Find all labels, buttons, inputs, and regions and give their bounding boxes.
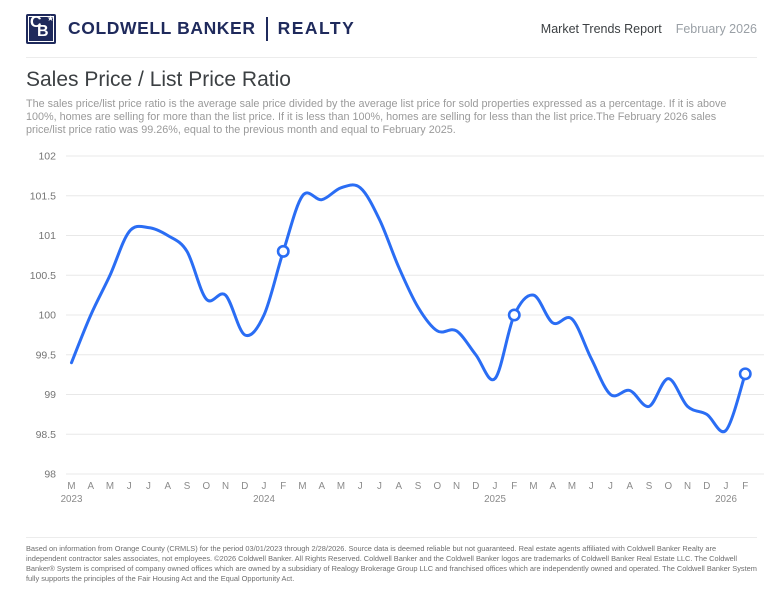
report-type-label: Market Trends Report bbox=[540, 21, 662, 36]
x-axis-year-label: 2025 bbox=[484, 494, 506, 505]
x-axis-month-label: F bbox=[742, 481, 748, 492]
chart-description: The sales price/list price ratio is the … bbox=[26, 98, 727, 136]
y-axis-tick-label: 102 bbox=[38, 151, 56, 163]
y-axis-tick-label: 98.5 bbox=[36, 429, 57, 441]
report-period-label: February 2026 bbox=[675, 21, 757, 36]
cb-monogram-icon: C B ★ bbox=[26, 13, 56, 44]
y-axis-tick-label: 100 bbox=[38, 310, 56, 322]
report-header: C B ★ COLDWELL BANKER REALTY Market Tren… bbox=[26, 0, 757, 58]
x-axis-month-label: M bbox=[568, 481, 576, 492]
x-axis-month-label: M bbox=[298, 481, 306, 492]
x-axis-month-label: M bbox=[529, 481, 537, 492]
brand-realty-label: REALTY bbox=[277, 18, 356, 38]
coldwell-banker-realty-logo: C B ★ COLDWELL BANKER REALTY bbox=[26, 13, 356, 44]
report-meta: Market Trends Report February 2026 bbox=[541, 22, 757, 36]
x-axis-month-label: A bbox=[395, 481, 402, 492]
x-axis-month-label: J bbox=[262, 481, 267, 492]
y-axis-tick-label: 98 bbox=[44, 469, 56, 481]
x-axis-month-label: M bbox=[337, 481, 345, 492]
ratio-line-series[interactable] bbox=[70, 183, 747, 434]
x-axis-month-label: J bbox=[377, 481, 382, 492]
x-axis-month-label: A bbox=[87, 481, 94, 492]
x-axis-month-label: D bbox=[241, 481, 248, 492]
x-axis-month-label: N bbox=[222, 481, 229, 492]
x-axis-month-label: O bbox=[664, 481, 672, 492]
x-axis-month-label: N bbox=[453, 481, 460, 492]
x-axis-month-label: J bbox=[724, 481, 729, 492]
x-axis-month-label: F bbox=[511, 481, 517, 492]
x-axis-month-label: J bbox=[589, 481, 594, 492]
x-axis-month-label: M bbox=[67, 481, 75, 492]
x-axis-month-label: O bbox=[202, 481, 210, 492]
y-axis-tick-label: 101 bbox=[38, 230, 56, 242]
x-axis-month-label: F bbox=[280, 481, 286, 492]
data-point-marker[interactable] bbox=[738, 367, 752, 381]
y-axis-tick-label: 99.5 bbox=[36, 349, 57, 361]
brand-wordmark: COLDWELL BANKER bbox=[68, 18, 256, 38]
x-axis-year-label: 2023 bbox=[61, 494, 83, 505]
x-axis-month-label: A bbox=[626, 481, 633, 492]
footer-disclaimer: Based on information from Orange County … bbox=[26, 544, 757, 583]
x-axis-month-label: J bbox=[127, 481, 132, 492]
x-axis-month-label: N bbox=[684, 481, 691, 492]
x-axis-month-label: D bbox=[472, 481, 479, 492]
x-axis-year-label: 2024 bbox=[253, 494, 275, 505]
x-axis-month-label: A bbox=[318, 481, 325, 492]
data-point-marker[interactable] bbox=[276, 244, 290, 258]
y-axis-tick-label: 99 bbox=[44, 389, 56, 401]
x-axis-month-label: O bbox=[433, 481, 441, 492]
page-title: Sales Price / List Price Ratio bbox=[26, 68, 291, 91]
cb-monogram-b: B bbox=[37, 22, 49, 40]
x-axis-month-label: J bbox=[493, 481, 498, 492]
brand-divider bbox=[265, 16, 268, 41]
x-axis-month-label: M bbox=[106, 481, 114, 492]
y-axis-tick-label: 100.5 bbox=[30, 270, 56, 282]
x-axis-month-label: A bbox=[549, 481, 556, 492]
x-axis-month-label: A bbox=[164, 481, 171, 492]
data-point-marker[interactable] bbox=[507, 308, 521, 322]
x-axis-month-label: S bbox=[415, 481, 422, 492]
x-axis-month-label: J bbox=[358, 481, 363, 492]
x-axis-month-label: S bbox=[646, 481, 653, 492]
y-axis-tick-label: 101.5 bbox=[30, 190, 56, 202]
x-axis-month-label: D bbox=[703, 481, 710, 492]
x-axis-month-label: J bbox=[146, 481, 151, 492]
star-icon: ★ bbox=[46, 13, 54, 23]
x-axis-month-label: S bbox=[184, 481, 191, 492]
x-axis-month-label: J bbox=[608, 481, 613, 492]
cb-monogram-c: C bbox=[30, 13, 42, 31]
x-axis-year-label: 2026 bbox=[715, 494, 737, 505]
footer-divider bbox=[26, 537, 757, 538]
